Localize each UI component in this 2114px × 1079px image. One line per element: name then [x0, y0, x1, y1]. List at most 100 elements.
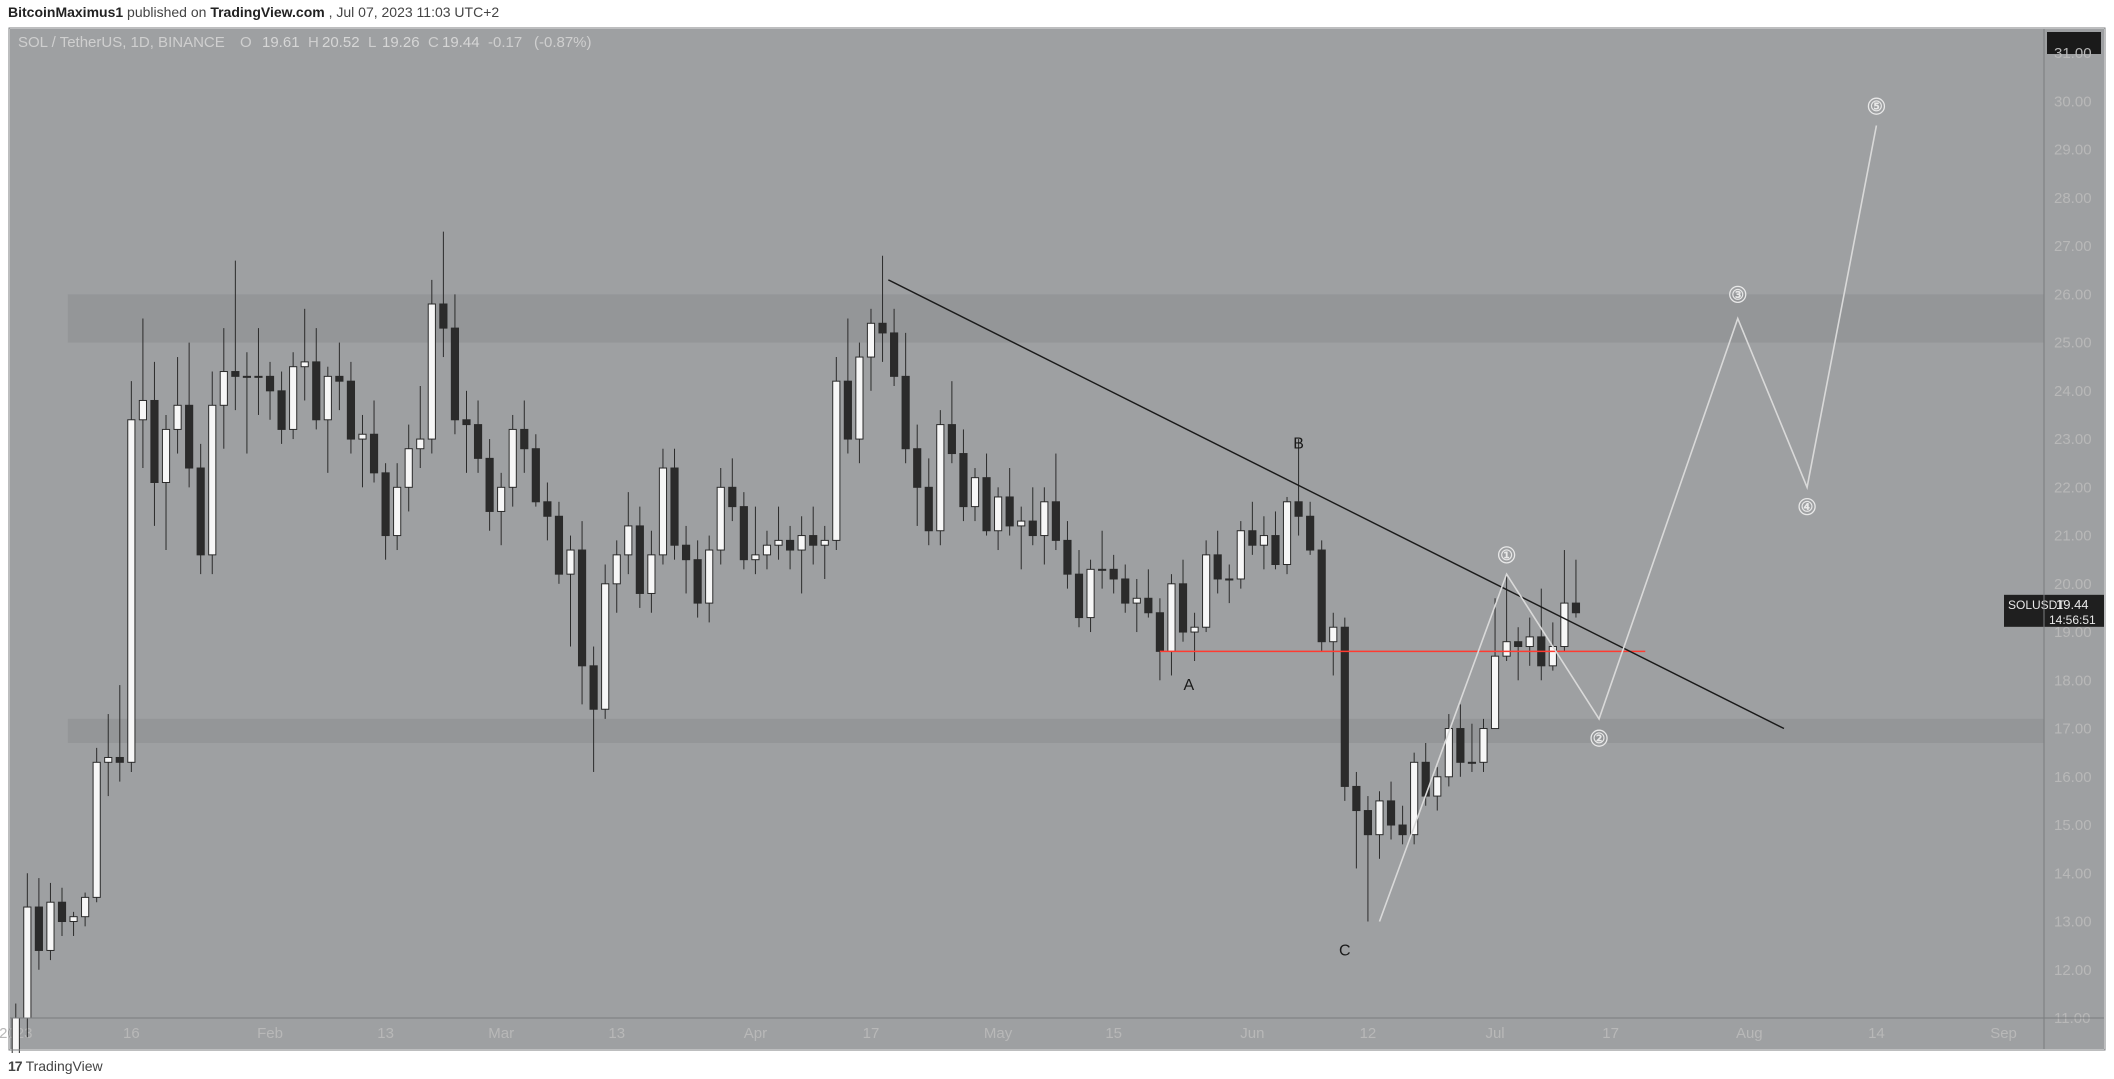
- candle: [1283, 502, 1290, 565]
- x-tick: Feb: [257, 1025, 283, 1042]
- candle: [1249, 531, 1256, 545]
- candle: [474, 425, 481, 459]
- candle: [1006, 497, 1013, 526]
- candle: [382, 473, 389, 536]
- svg-text:-0.17: -0.17: [488, 34, 522, 51]
- candle: [1018, 521, 1025, 526]
- candle: [1029, 521, 1036, 535]
- candle: [590, 666, 597, 709]
- svg-text:④: ④: [1801, 499, 1814, 515]
- candle: [648, 555, 655, 594]
- candle: [763, 545, 770, 555]
- candle: [1434, 777, 1441, 796]
- candle: [1480, 729, 1487, 763]
- x-tick: Jun: [1240, 1025, 1264, 1042]
- candle: [1133, 598, 1140, 603]
- candle: [1364, 811, 1371, 835]
- y-tick: 31.00: [2054, 45, 2092, 62]
- svg-text:19.61: 19.61: [262, 34, 300, 51]
- candle: [1110, 569, 1117, 579]
- candle: [1457, 729, 1464, 763]
- candle: [1318, 550, 1325, 642]
- svg-text:⑤: ⑤: [1870, 98, 1883, 114]
- svg-text:③: ③: [1731, 286, 1744, 302]
- candle: [948, 425, 955, 454]
- candle: [301, 362, 308, 367]
- candle: [1168, 584, 1175, 652]
- wave-label: ②: [1591, 730, 1607, 746]
- svg-text:14:56:51: 14:56:51: [2049, 613, 2096, 627]
- y-tick: 24.00: [2054, 383, 2092, 400]
- candle: [509, 429, 516, 487]
- candle: [544, 502, 551, 516]
- wave-label: ⑤: [1868, 98, 1884, 114]
- candle: [336, 376, 343, 381]
- candle: [47, 902, 54, 950]
- candle: [405, 449, 412, 488]
- x-tick: May: [984, 1025, 1013, 1042]
- candle: [70, 917, 77, 922]
- svg-text:19.26: 19.26: [382, 34, 420, 51]
- x-tick: Apr: [744, 1025, 767, 1042]
- candle: [186, 405, 193, 468]
- svg-text:①: ①: [1500, 547, 1513, 563]
- y-tick: 16.00: [2054, 769, 2092, 786]
- candle: [93, 762, 100, 897]
- x-tick: Sep: [1990, 1025, 2017, 1042]
- candle: [682, 545, 689, 559]
- candle: [1179, 584, 1186, 632]
- candle: [1515, 642, 1522, 647]
- candle: [752, 555, 759, 560]
- candle: [671, 468, 678, 545]
- candle: [417, 439, 424, 449]
- candle: [937, 425, 944, 531]
- candle: [1295, 502, 1302, 516]
- candle: [486, 458, 493, 511]
- y-tick: 17.00: [2054, 721, 2092, 738]
- candle: [232, 372, 239, 377]
- svg-text:19.44: 19.44: [2056, 597, 2089, 612]
- candle: [1330, 627, 1337, 641]
- candle: [960, 454, 967, 507]
- y-tick: 13.00: [2054, 914, 2092, 931]
- wave-label: ④: [1799, 499, 1815, 515]
- candle: [1075, 574, 1082, 617]
- plot-area[interactable]: [10, 29, 2044, 1018]
- y-tick: 21.00: [2054, 528, 2092, 545]
- price-zone: [68, 719, 2044, 743]
- candle: [775, 540, 782, 545]
- candle: [220, 372, 227, 406]
- candle: [370, 434, 377, 473]
- candle: [1052, 502, 1059, 541]
- candle: [428, 304, 435, 439]
- candle: [1561, 603, 1568, 646]
- candle: [1411, 762, 1418, 834]
- price-chart[interactable]: 11.0012.0013.0014.0015.0016.0017.0018.00…: [0, 26, 2114, 1053]
- candle: [1468, 762, 1475, 763]
- candle: [1145, 598, 1152, 612]
- candle: [810, 536, 817, 546]
- candle: [266, 376, 273, 390]
- publish-header: BitcoinMaximus1 published on TradingView…: [0, 0, 2114, 26]
- candle: [151, 400, 158, 482]
- candle: [613, 555, 620, 584]
- candle: [602, 584, 609, 709]
- candle: [694, 560, 701, 603]
- candle: [636, 526, 643, 594]
- candle: [1387, 801, 1394, 825]
- x-tick: 16: [123, 1025, 140, 1042]
- site: TradingView.com: [210, 4, 324, 20]
- candle: [1445, 729, 1452, 777]
- candle: [821, 540, 828, 545]
- y-tick: 28.00: [2054, 190, 2092, 207]
- candle: [995, 497, 1002, 531]
- candle: [659, 468, 666, 555]
- candle: [740, 507, 747, 560]
- candle: [58, 902, 65, 921]
- candle: [162, 429, 169, 482]
- y-tick: 23.00: [2054, 431, 2092, 448]
- chart-shell: 11.0012.0013.0014.0015.0016.0017.0018.00…: [0, 26, 2114, 1053]
- price-zone: [68, 294, 2044, 342]
- candle: [347, 381, 354, 439]
- candle: [1214, 555, 1221, 579]
